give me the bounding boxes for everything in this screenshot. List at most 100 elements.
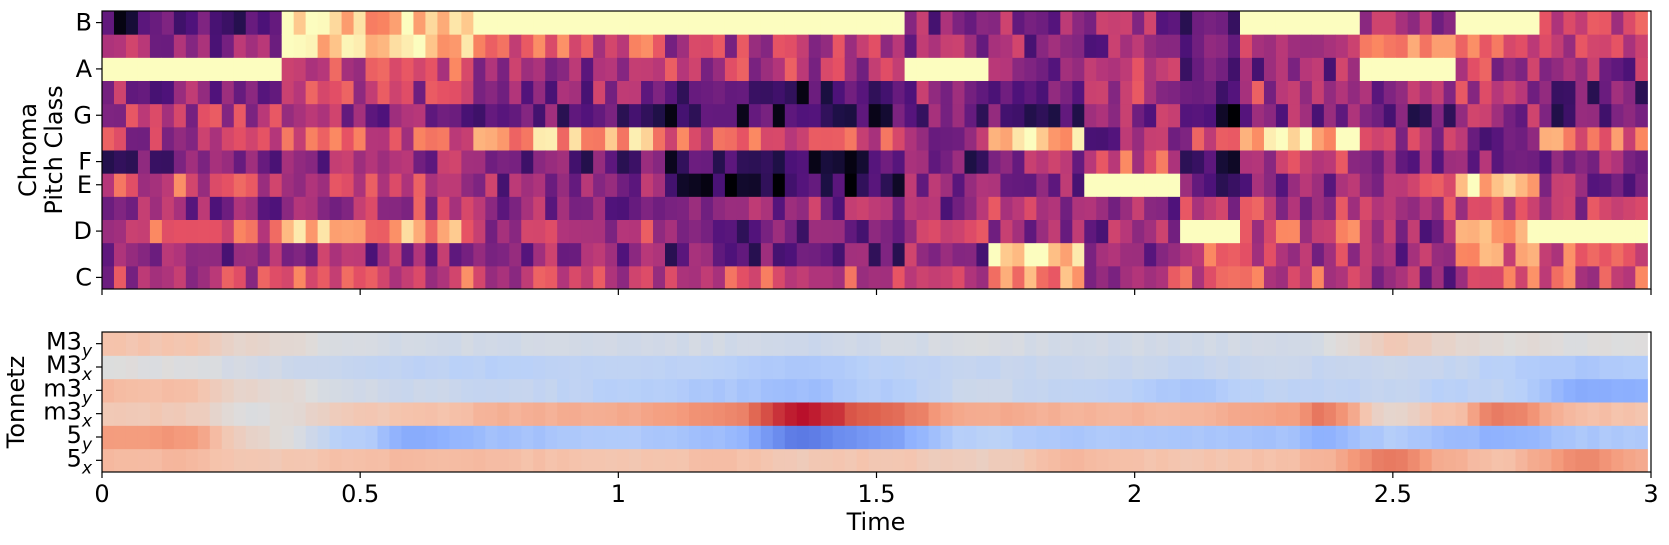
tonnetz-cell [1072, 332, 1085, 356]
chroma-cell [1575, 196, 1588, 220]
chroma-cell [221, 242, 235, 267]
tonnetz-cell [425, 378, 439, 403]
chroma-cell [485, 103, 498, 128]
chroma-cell [1012, 103, 1025, 128]
tonnetz-cell [102, 425, 115, 450]
tonnetz-cell [940, 378, 954, 403]
chroma-cell [593, 242, 606, 267]
chroma-cell [676, 196, 690, 220]
chroma-cell [1299, 219, 1313, 244]
tonnetz-cell [892, 425, 906, 450]
tonnetz-cell [1251, 448, 1265, 473]
chroma-cell [1347, 80, 1361, 105]
chroma-cell [1204, 242, 1217, 267]
chroma-cell [1180, 103, 1193, 128]
chroma-cell [940, 80, 954, 105]
tonnetz-cell [605, 332, 618, 356]
chroma-cell [1240, 173, 1253, 197]
tonnetz-cell [748, 332, 762, 356]
chroma-cell [557, 265, 570, 290]
chroma-cell [904, 219, 918, 244]
chroma-cell [425, 103, 439, 128]
chroma-cell [784, 150, 798, 174]
chroma-cell [341, 34, 355, 58]
chroma-cell [1575, 103, 1588, 128]
tonnetz-cell [808, 355, 822, 380]
chroma-cell [389, 103, 403, 128]
chroma-cell [473, 173, 486, 197]
tonnetz-cell [377, 332, 391, 356]
chroma-cell [1611, 265, 1624, 290]
chroma-cell [185, 103, 199, 128]
tonnetz-cell [796, 355, 810, 380]
chroma-cell [257, 219, 271, 244]
chroma-cell [377, 126, 391, 151]
tonnetz-cell [1467, 355, 1481, 380]
chroma-cell [317, 57, 331, 81]
chroma-cell [1395, 34, 1409, 58]
chroma-cell [102, 265, 115, 290]
tonnetz-cell [736, 332, 750, 356]
tonnetz-cell [365, 332, 379, 356]
tonnetz-cell [1240, 402, 1253, 426]
chroma-cell [653, 196, 666, 220]
tonnetz-cell [1551, 378, 1565, 403]
chroma-cell [1311, 173, 1325, 197]
chroma-cell [736, 219, 750, 244]
chroma-cell [700, 173, 714, 197]
chroma-ytick-label: A [76, 55, 93, 83]
tonnetz-cell [1144, 448, 1157, 473]
chroma-cell [1635, 103, 1648, 128]
tonnetz-cell [1299, 425, 1313, 450]
chroma-cell [1623, 242, 1636, 267]
chroma-cell [1491, 265, 1505, 290]
chroma-cell [1132, 126, 1145, 151]
tonnetz-cell [1251, 425, 1265, 450]
chroma-cell [485, 11, 498, 35]
chroma-cell [808, 173, 822, 197]
tonnetz-cell [1048, 425, 1061, 450]
chroma-cell [281, 265, 295, 290]
chroma-cell [1491, 196, 1505, 220]
tonnetz-cell [1323, 402, 1337, 426]
tonnetz-cell [1419, 402, 1433, 426]
tonnetz-cell [545, 355, 558, 380]
tonnetz-cell [760, 448, 774, 473]
chroma-cell [377, 11, 391, 35]
chroma-cell [593, 11, 606, 35]
chroma-cell [1515, 242, 1529, 267]
tonnetz-cell [1287, 425, 1301, 450]
chroma-cell [796, 126, 810, 151]
chroma-cell [1311, 80, 1325, 105]
chroma-cell [748, 173, 762, 197]
chroma-cell [557, 57, 570, 81]
chroma-cell [125, 103, 139, 128]
chroma-cell [1551, 196, 1565, 220]
tonnetz-cell [892, 402, 906, 426]
chroma-cell [437, 265, 450, 290]
chroma-cell [473, 34, 486, 58]
tonnetz-cell [928, 402, 942, 426]
chroma-cell [533, 242, 546, 267]
tonnetz-cell [1036, 355, 1049, 380]
chroma-cell [665, 57, 678, 81]
chroma-cell [700, 219, 714, 244]
chroma-cell [641, 242, 654, 267]
chroma-cell [281, 57, 295, 81]
tonnetz-cell [820, 378, 834, 403]
chroma-cell [581, 173, 594, 197]
chroma-cell [221, 150, 235, 174]
tonnetz-cell [1479, 402, 1493, 426]
chroma-cell [1491, 34, 1505, 58]
chroma-cell [293, 219, 307, 244]
chroma-cell [425, 173, 439, 197]
chroma-cell [772, 80, 786, 105]
chroma-cell [365, 34, 379, 58]
tonnetz-cell [1311, 402, 1325, 426]
tonnetz-cell [1359, 355, 1373, 380]
tonnetz-cell [257, 355, 271, 380]
tonnetz-cell [653, 332, 666, 356]
chroma-cell [365, 80, 379, 105]
tonnetz-cell [641, 332, 654, 356]
chroma-cell [497, 196, 510, 220]
